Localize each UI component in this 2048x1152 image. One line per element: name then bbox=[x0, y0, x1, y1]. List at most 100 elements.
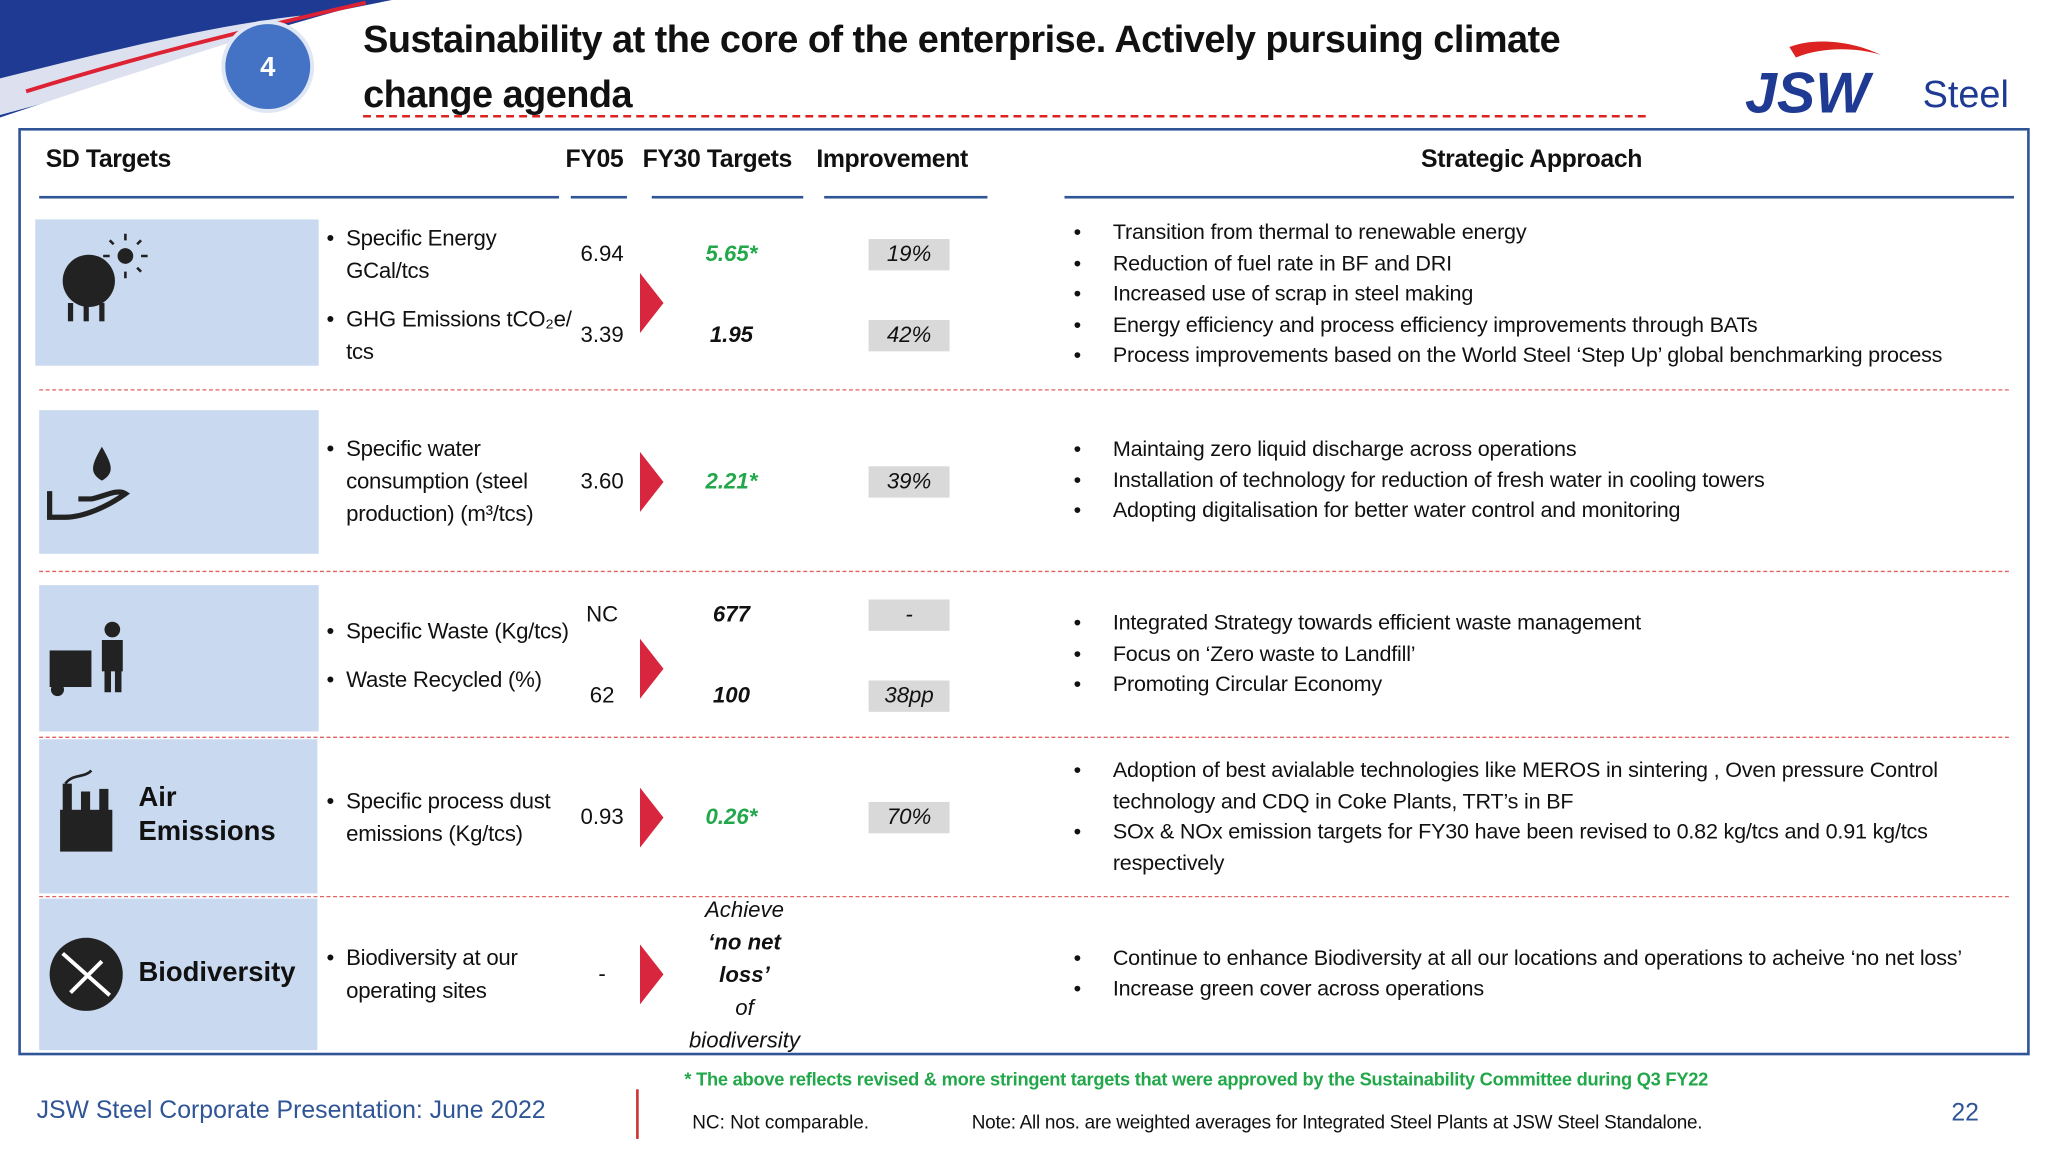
approach-column: Transition from thermal to renewable ene… bbox=[1064, 201, 1978, 389]
fy30-line: Achieve bbox=[704, 896, 784, 922]
approach-item: Reduction of fuel rate in BF and DRI bbox=[1064, 249, 1978, 280]
waste-icon bbox=[49, 621, 123, 697]
approach-column: Integrated Strategy towards efficient wa… bbox=[1064, 573, 1978, 736]
header-cell: SD Targets bbox=[45, 146, 172, 174]
fy05-value: 3.39 bbox=[580, 322, 624, 348]
fy30-text: Achieve ‘no net loss’ of biodiversity bbox=[686, 893, 804, 1056]
nc-note: NC: Not comparable. bbox=[692, 1112, 870, 1134]
improvement-cell: 42% bbox=[849, 303, 969, 368]
header-red-line bbox=[25, 0, 367, 94]
approach-item: Integrated Strategy towards efficient wa… bbox=[1064, 609, 1978, 640]
fy30-value: 100 bbox=[712, 682, 750, 708]
header-swoosh bbox=[0, 0, 392, 118]
improvement-column: - 38pp bbox=[849, 573, 969, 736]
fy30-column: 0.26* bbox=[660, 739, 804, 896]
row-divider bbox=[39, 570, 2009, 573]
approach-item: Adoption of best avialable technologies … bbox=[1064, 756, 1978, 817]
fy05-value: 3.60 bbox=[580, 468, 624, 494]
logo: JSW Steel bbox=[1745, 41, 2009, 123]
fy30-column: 2.21* bbox=[660, 392, 804, 571]
improvement-cell: - bbox=[849, 582, 969, 647]
arrow-shape bbox=[639, 638, 664, 699]
improvement-value: 70% bbox=[868, 801, 950, 834]
metric-column: Specific process dust emissions (Kg/tcs) bbox=[324, 739, 575, 896]
energy-icon bbox=[62, 233, 148, 322]
presentation-name: JSW Steel Corporate Presentation: June 2… bbox=[36, 1097, 546, 1125]
header-cell: Improvement bbox=[816, 146, 968, 174]
metric-name: Specific Energy GCal/tcs bbox=[324, 222, 575, 287]
metric-name: Waste Recycled (%) bbox=[324, 663, 575, 696]
approach-item: Adopting digitalisation for better water… bbox=[1064, 497, 1978, 528]
improvement-value: - bbox=[868, 598, 950, 631]
slide-number: 4 bbox=[260, 51, 276, 82]
logo-swoosh bbox=[1789, 41, 1881, 58]
metric-column: Biodiversity at our operating sites bbox=[324, 899, 575, 1051]
fy05-value: NC bbox=[586, 601, 619, 627]
arrow-shape bbox=[639, 787, 664, 848]
approach-item: Process improvements based on the World … bbox=[1064, 341, 1978, 372]
approach-column: Maintaing zero liquid discharge across o… bbox=[1064, 392, 1978, 571]
metric-column: Specific water consumption (steel produc… bbox=[324, 392, 575, 571]
air-icon bbox=[60, 769, 113, 852]
approach-list: Maintaing zero liquid discharge across o… bbox=[1064, 435, 1978, 527]
header-underline bbox=[651, 195, 804, 199]
arrow-shape bbox=[639, 451, 664, 512]
icon-box bbox=[39, 410, 319, 554]
improvement-cell: 19% bbox=[849, 222, 969, 287]
fy05-value: 0.93 bbox=[580, 804, 624, 830]
slide-number-circle bbox=[221, 20, 315, 113]
approach-item: Transition from thermal to renewable ene… bbox=[1064, 218, 1978, 249]
row-divider bbox=[39, 895, 2009, 898]
metric-name: Specific process dust emissions (Kg/tcs) bbox=[324, 785, 575, 850]
improvement-column: 70% bbox=[849, 739, 969, 896]
biodiversity-icon bbox=[49, 937, 123, 1011]
row-divider bbox=[39, 736, 2009, 738]
metric-column: Specific Waste (Kg/tcs) Waste Recycled (%… bbox=[324, 573, 575, 736]
fy30-value: 677 bbox=[712, 601, 750, 627]
fy05-column: 3.60 bbox=[569, 392, 634, 571]
header-underline bbox=[824, 195, 988, 199]
header-cell: Strategic Approach bbox=[1421, 146, 1642, 174]
improvement-cell: 70% bbox=[849, 785, 969, 850]
row-label: Biodiversity bbox=[138, 957, 296, 988]
approach-list: Adoption of best avialable technologies … bbox=[1064, 756, 1978, 879]
arrow bbox=[639, 944, 664, 1005]
page-number: 22 bbox=[1951, 1099, 1979, 1128]
fy30-line: of biodiversity bbox=[688, 994, 801, 1053]
header-underline bbox=[39, 195, 560, 199]
row-label: Air Emissions bbox=[138, 782, 276, 847]
fy30-line: ‘no net loss’ bbox=[708, 929, 781, 987]
approach-item: Continue to enhance Biodiversity at all … bbox=[1064, 944, 1978, 975]
fy05-column: NC 62 bbox=[569, 573, 634, 736]
approach-column: Adoption of best avialable technologies … bbox=[1064, 739, 1978, 896]
metric-name: Biodiversity at our operating sites bbox=[324, 942, 575, 1007]
note: Note: All nos. are weighted averages for… bbox=[971, 1112, 1703, 1134]
header-cell: FY30 Targets bbox=[642, 146, 793, 174]
improvement-column: 39% bbox=[849, 392, 969, 571]
slide-title: Sustainability at the core of the enterp… bbox=[363, 19, 1561, 117]
table-frame bbox=[18, 127, 2030, 1056]
fy30-value: 2.21* bbox=[705, 468, 758, 494]
row-divider bbox=[39, 389, 2009, 391]
fy05-value: 62 bbox=[589, 682, 615, 708]
improvement-value: 42% bbox=[868, 319, 950, 352]
improvement-cell: 39% bbox=[849, 449, 969, 514]
fy05-column: 6.94 3.39 bbox=[569, 201, 634, 389]
fy05-value: 6.94 bbox=[580, 241, 624, 267]
approach-item: Energy efficiency and process efficiency… bbox=[1064, 311, 1978, 342]
arrow bbox=[639, 638, 664, 699]
fy30-value: 1.95 bbox=[709, 322, 754, 348]
approach-item: Installation of technology for reduction… bbox=[1064, 466, 1978, 497]
title-underline bbox=[363, 114, 1646, 118]
footnote: * The above reflects revised & more stri… bbox=[684, 1068, 1709, 1090]
fy30-column: 5.65* 1.95 bbox=[660, 201, 804, 389]
improvement-value: 19% bbox=[868, 239, 950, 271]
water-icon bbox=[47, 446, 130, 520]
fy30-value: 5.65* bbox=[705, 241, 758, 267]
approach-list: Integrated Strategy towards efficient wa… bbox=[1064, 609, 1978, 701]
fy30-column: 677 100 bbox=[660, 573, 804, 736]
icons bbox=[47, 233, 148, 1011]
approach-item: Maintaing zero liquid discharge across o… bbox=[1064, 435, 1978, 466]
metric-name: GHG Emissions tCO₂e/ tcs bbox=[324, 303, 575, 368]
